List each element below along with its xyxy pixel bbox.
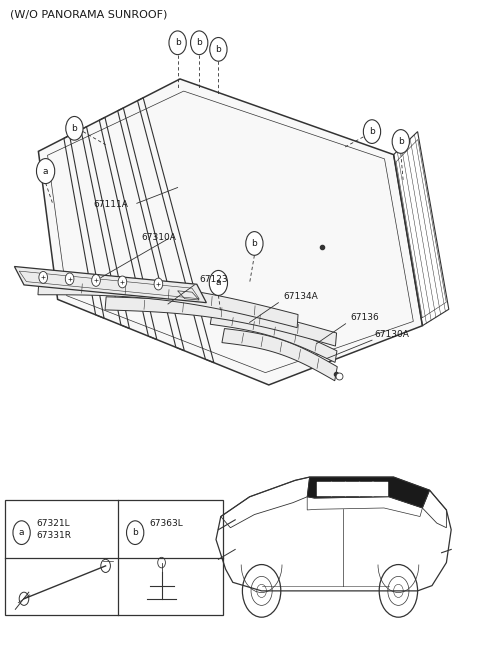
Text: b: b: [252, 239, 257, 248]
Circle shape: [363, 120, 381, 143]
Circle shape: [246, 232, 263, 255]
Circle shape: [154, 278, 163, 290]
Text: 67136: 67136: [350, 313, 379, 322]
Text: b: b: [132, 528, 138, 537]
Text: 67310A: 67310A: [142, 233, 177, 242]
Circle shape: [118, 276, 127, 288]
Polygon shape: [331, 482, 346, 496]
Text: 67130A: 67130A: [374, 330, 409, 339]
Text: a: a: [43, 166, 48, 176]
Text: b: b: [369, 127, 375, 136]
Polygon shape: [222, 328, 337, 381]
Text: b: b: [216, 45, 221, 54]
Text: a: a: [19, 528, 24, 537]
Polygon shape: [372, 482, 388, 496]
Text: a: a: [216, 278, 221, 288]
Circle shape: [92, 274, 100, 286]
Polygon shape: [359, 482, 374, 496]
Polygon shape: [14, 266, 206, 303]
Circle shape: [66, 116, 83, 140]
Text: b: b: [175, 38, 180, 47]
Circle shape: [392, 130, 409, 153]
Polygon shape: [105, 297, 336, 346]
Text: 67111A: 67111A: [94, 200, 129, 209]
Circle shape: [169, 31, 186, 55]
Circle shape: [39, 272, 48, 284]
Text: 67123: 67123: [199, 274, 228, 284]
Circle shape: [127, 521, 144, 545]
Text: (W/O PANORAMA SUNROOF): (W/O PANORAMA SUNROOF): [10, 10, 167, 20]
Text: b: b: [196, 38, 202, 47]
Circle shape: [36, 159, 55, 184]
Text: 67363L: 67363L: [150, 520, 183, 528]
Circle shape: [65, 273, 74, 285]
Polygon shape: [317, 482, 333, 496]
Text: b: b: [72, 124, 77, 133]
Text: b: b: [398, 137, 404, 146]
Polygon shape: [38, 282, 298, 328]
Text: 67321L
67331R: 67321L 67331R: [36, 520, 71, 540]
Circle shape: [13, 521, 30, 545]
Circle shape: [210, 38, 227, 61]
Polygon shape: [345, 482, 360, 496]
Text: 67134A: 67134A: [283, 292, 318, 301]
Polygon shape: [210, 313, 337, 363]
Circle shape: [191, 31, 208, 55]
Circle shape: [209, 270, 228, 295]
Polygon shape: [307, 477, 430, 508]
Polygon shape: [38, 79, 422, 385]
